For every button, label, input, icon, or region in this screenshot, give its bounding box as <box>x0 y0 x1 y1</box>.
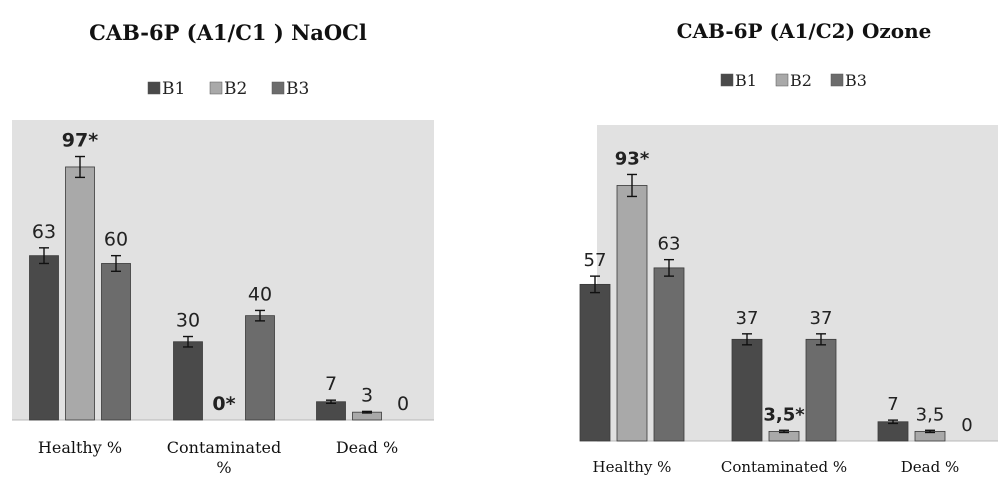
value-label-b1-2: 37 <box>736 308 759 329</box>
legend-label-b1: B1 <box>735 71 757 90</box>
legend-swatch-b3 <box>271 81 285 95</box>
value-label-b1-1: 63 <box>32 221 56 243</box>
error-bar-b3-1 <box>664 258 674 277</box>
value-label-b2-2: 3,5* <box>763 404 805 425</box>
bar-b1-2 <box>173 341 203 421</box>
error-bar-b1-2 <box>183 335 193 348</box>
bar-b3-1 <box>101 263 131 421</box>
legend-label-b1: B1 <box>162 79 185 99</box>
legend-swatch-b1 <box>720 73 734 87</box>
error-bar-b2-1 <box>627 173 637 198</box>
error-bar-b1-1 <box>39 247 49 265</box>
error-bar-b3-2 <box>816 333 826 346</box>
value-label-b1-2: 30 <box>176 310 200 332</box>
bar-b1-1 <box>29 255 59 421</box>
category-label-1: Healthy % <box>38 438 122 457</box>
error-bar-b2-2 <box>779 429 789 434</box>
error-bar-b2-3 <box>925 429 935 434</box>
bar-b3-2 <box>245 315 275 421</box>
chart-title: CAB-6P (A1/C2) Ozone <box>677 19 932 43</box>
error-bar-b1-3 <box>888 419 898 425</box>
category-label-1: Healthy % <box>593 458 672 476</box>
error-bar-b2-3 <box>362 410 372 414</box>
error-bar-b1-3 <box>326 399 336 405</box>
value-label-b1-3: 7 <box>887 394 898 415</box>
category-label-3: Dead % <box>901 458 959 476</box>
bar-b2-1 <box>616 185 648 442</box>
error-bar-b3-1 <box>111 254 121 273</box>
chart-title: CAB-6P (A1/C1 ) NaOCl <box>89 20 367 45</box>
error-bar-b3-2 <box>255 309 265 322</box>
legend-swatch-b3 <box>830 73 844 87</box>
value-label-b3-1: 60 <box>104 229 128 251</box>
value-label-b1-3: 7 <box>325 373 337 395</box>
value-label-b2-1: 93* <box>615 148 650 169</box>
value-label-b3-3: 0 <box>397 393 409 415</box>
legend-label-b3: B3 <box>286 79 309 99</box>
bar-b2-1 <box>65 166 95 421</box>
bar-b3-1 <box>653 267 685 442</box>
legend-label-b2: B2 <box>790 71 812 90</box>
legend-swatch-b2 <box>209 81 223 95</box>
legend: B1 B2 B3 <box>147 79 309 99</box>
value-label-b3-2: 37 <box>810 308 833 329</box>
value-label-b3-3: 0 <box>961 415 972 436</box>
error-bar-b2-1 <box>75 155 85 179</box>
error-bar-b1-2 <box>742 333 752 346</box>
value-label-b2-1: 97* <box>62 130 98 152</box>
legend-swatch-b2 <box>775 73 789 87</box>
bar-b1-3 <box>877 421 909 442</box>
category-label-2: Contaminated% <box>167 438 281 477</box>
value-label-b3-2: 40 <box>248 283 272 305</box>
value-label-b1-1: 57 <box>584 250 607 271</box>
category-label-2: Contaminated % <box>721 458 847 476</box>
bar-b1-3 <box>316 401 346 421</box>
value-label-b2-3: 3,5 <box>916 404 945 425</box>
legend: B1 B2 B3 <box>720 71 867 90</box>
bar-b1-2 <box>731 338 763 442</box>
bar-b1-1 <box>579 283 611 442</box>
value-label-b3-1: 63 <box>658 234 681 255</box>
error-bar-b1-1 <box>590 275 600 294</box>
legend-label-b2: B2 <box>224 79 247 99</box>
category-label-3: Dead % <box>336 438 398 457</box>
legend-swatch-b1 <box>147 81 161 95</box>
chart-1: CAB-6P (A1/C1 ) NaOCl B1 B2 B3 63 97* 60 Health… <box>12 20 434 477</box>
bar-b3-2 <box>805 338 837 442</box>
value-label-b2-3: 3 <box>361 384 373 406</box>
legend-label-b3: B3 <box>845 71 867 90</box>
chart-2: CAB-6P (A1/C2) Ozone B1 B2 B3 57 93* 63 Healthy… <box>579 19 998 476</box>
value-label-b2-2: 0* <box>212 393 235 415</box>
